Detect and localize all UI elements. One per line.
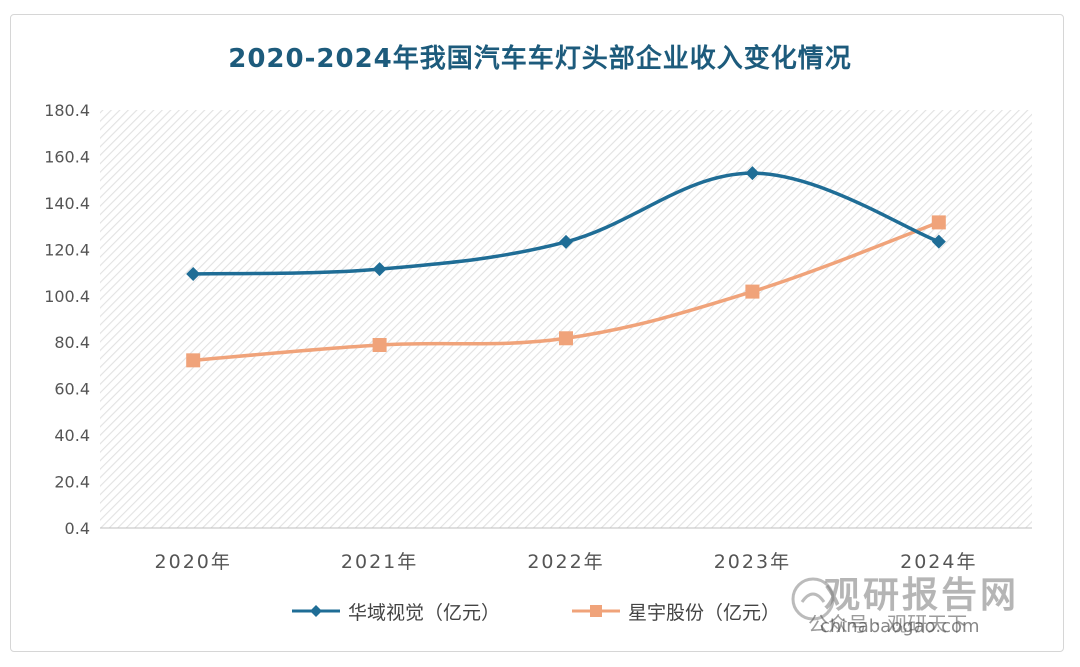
point-marker-s1-2 xyxy=(559,331,573,346)
point-marker-s1-1 xyxy=(372,338,387,353)
y-axis-ticks: 0.4 20.4 40.4 60.4 80.4 100.4 120.4 140.4 160.4 1… xyxy=(44,101,90,538)
legend-label-xingyu: 星宇股份（亿元） xyxy=(628,601,781,624)
y-tick-label: 100.4 xyxy=(44,287,90,306)
point-marker-s1-3 xyxy=(745,284,760,299)
point-marker-s0-4 xyxy=(931,234,946,249)
y-tick-label: 160.4 xyxy=(44,147,90,166)
y-tick-label: 140.4 xyxy=(44,194,90,213)
x-tick-label: 2021年 xyxy=(341,551,418,573)
watermark-brand: 观研报告网 xyxy=(824,575,1020,616)
point-marker-s1-0 xyxy=(186,353,201,368)
legend-item-huayu[interactable]: 华域视觉（亿元） xyxy=(290,598,500,625)
legend-item-xingyu[interactable]: 星宇股份（亿元） xyxy=(570,598,780,625)
watermark-url: chinabaogao.com xyxy=(820,616,980,637)
point-marker-s0-2 xyxy=(559,234,573,249)
point-marker-s0-3 xyxy=(745,166,760,181)
x-tick-label: 2022年 xyxy=(527,551,604,573)
y-tick-label: 40.4 xyxy=(54,426,90,445)
series-markers xyxy=(186,166,946,368)
y-tick-label: 0.4 xyxy=(65,519,90,538)
point-marker-s0-0 xyxy=(186,266,201,281)
y-tick-label: 60.4 xyxy=(54,380,90,399)
watermark-sub: 公众号 · 观研天下 xyxy=(808,612,968,636)
legend-swatch-huayu xyxy=(292,605,340,617)
legend: 华域视觉（亿元） 星宇股份（亿元） xyxy=(290,596,780,626)
watermark: 观研报告网 公众号 · 观研天下 chinabaogao.com xyxy=(790,562,1060,652)
y-tick-label: 180.4 xyxy=(44,101,90,120)
x-tick-label: 2020年 xyxy=(155,551,232,573)
point-marker-s1-4 xyxy=(931,215,946,230)
watermark-logo-icon xyxy=(791,577,835,621)
y-tick-label: 20.4 xyxy=(54,473,90,492)
y-tick-label: 80.4 xyxy=(54,333,90,352)
point-marker-s0-1 xyxy=(372,262,387,277)
y-tick-label: 120.4 xyxy=(44,240,90,259)
legend-swatch-xingyu xyxy=(572,605,621,617)
chart-title: 2020-2024年我国汽车车灯头部企业收入变化情况 xyxy=(228,44,852,74)
legend-label-huayu: 华域视觉（亿元） xyxy=(348,601,501,624)
plot-area xyxy=(100,110,1032,528)
x-tick-label: 2023年 xyxy=(714,551,791,573)
x-tick-label: 2024年 xyxy=(900,551,977,573)
x-axis-ticks: 2020年 2021年 2022年 2023年 2024年 xyxy=(155,551,977,573)
